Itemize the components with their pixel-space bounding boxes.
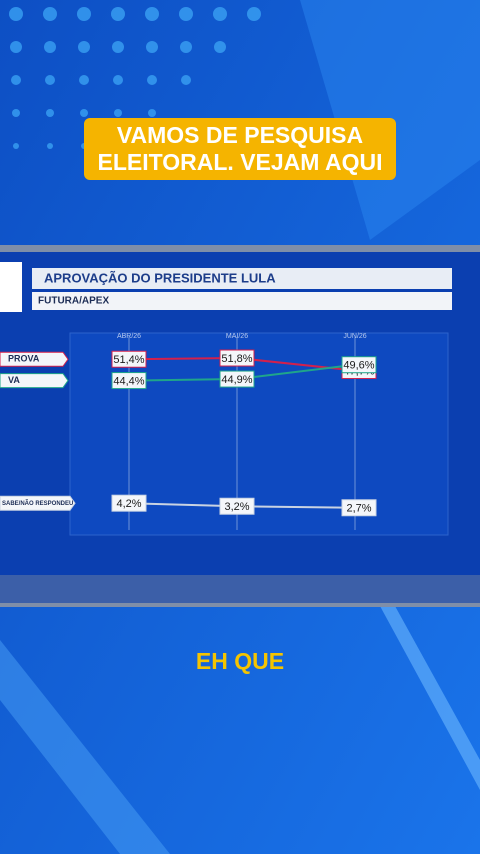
x-tick-label: ABR/26 — [117, 333, 141, 340]
legend-box — [0, 495, 76, 511]
dot — [79, 75, 89, 85]
value-box — [341, 356, 377, 374]
chart-subtitle: FUTURA/APEX — [38, 296, 109, 307]
value-label: 44,4% — [113, 375, 144, 387]
legend-label: SABE/NÃO RESPONDEU — [2, 500, 73, 507]
value-label: 4,2% — [116, 498, 141, 510]
legend-box — [0, 373, 69, 389]
dot — [213, 7, 227, 21]
dot — [145, 7, 159, 21]
dot — [13, 143, 19, 149]
dot — [46, 109, 54, 117]
dot — [112, 41, 124, 53]
dot — [77, 7, 91, 21]
caption: VAMOS DE PESQUISA ELEITORAL. VEJAM AQUI — [84, 118, 396, 180]
dot — [10, 41, 22, 53]
dot — [148, 109, 156, 117]
dot — [43, 7, 57, 21]
title-bar — [32, 268, 452, 289]
value-label: 51,8% — [221, 353, 252, 365]
dot — [45, 75, 55, 85]
dot — [214, 41, 226, 53]
value-box — [111, 350, 147, 368]
subtitle-caption: EH QUE — [195, 648, 285, 674]
value-label: 3,2% — [224, 501, 249, 513]
dot — [111, 7, 125, 21]
value-box — [111, 372, 147, 390]
screen-base — [0, 575, 480, 603]
value-label: 2,7% — [346, 503, 371, 515]
legend-box — [0, 351, 69, 367]
x-tick-label: MAI/26 — [226, 333, 248, 340]
stripe — [0, 640, 170, 854]
value-label: 51,4% — [113, 354, 144, 366]
value-box — [111, 494, 147, 512]
dot — [247, 7, 261, 21]
dot — [147, 75, 157, 85]
value-box — [219, 497, 255, 515]
dot — [78, 41, 90, 53]
dot — [11, 75, 21, 85]
dot — [114, 109, 122, 117]
value-label: 49,6% — [343, 360, 374, 372]
dot — [44, 41, 56, 53]
value-box — [219, 349, 255, 367]
subtitle-bar — [32, 292, 452, 310]
logo — [0, 262, 22, 312]
dot — [180, 41, 192, 53]
dot — [179, 7, 193, 21]
dot — [12, 109, 20, 117]
value-label: 44,9% — [221, 374, 252, 386]
dot — [181, 75, 191, 85]
value-box — [341, 499, 377, 517]
dot — [113, 75, 123, 85]
plot: ABR/26MAI/26JUN/26PROVA51,4%51,8%47,7%VA… — [0, 333, 377, 530]
legend-label: VA — [8, 375, 20, 385]
dot — [80, 109, 88, 117]
dot — [146, 41, 158, 53]
legend-label: PROVA — [8, 354, 40, 364]
dot-pattern — [9, 7, 261, 149]
value-box — [219, 370, 255, 388]
chart-title: APROVAÇÃO DO PRESIDENTE LULA — [44, 270, 276, 285]
stripe — [380, 606, 480, 790]
dot — [9, 7, 23, 21]
x-tick-label: JUN/26 — [343, 333, 366, 340]
dot — [47, 143, 53, 149]
